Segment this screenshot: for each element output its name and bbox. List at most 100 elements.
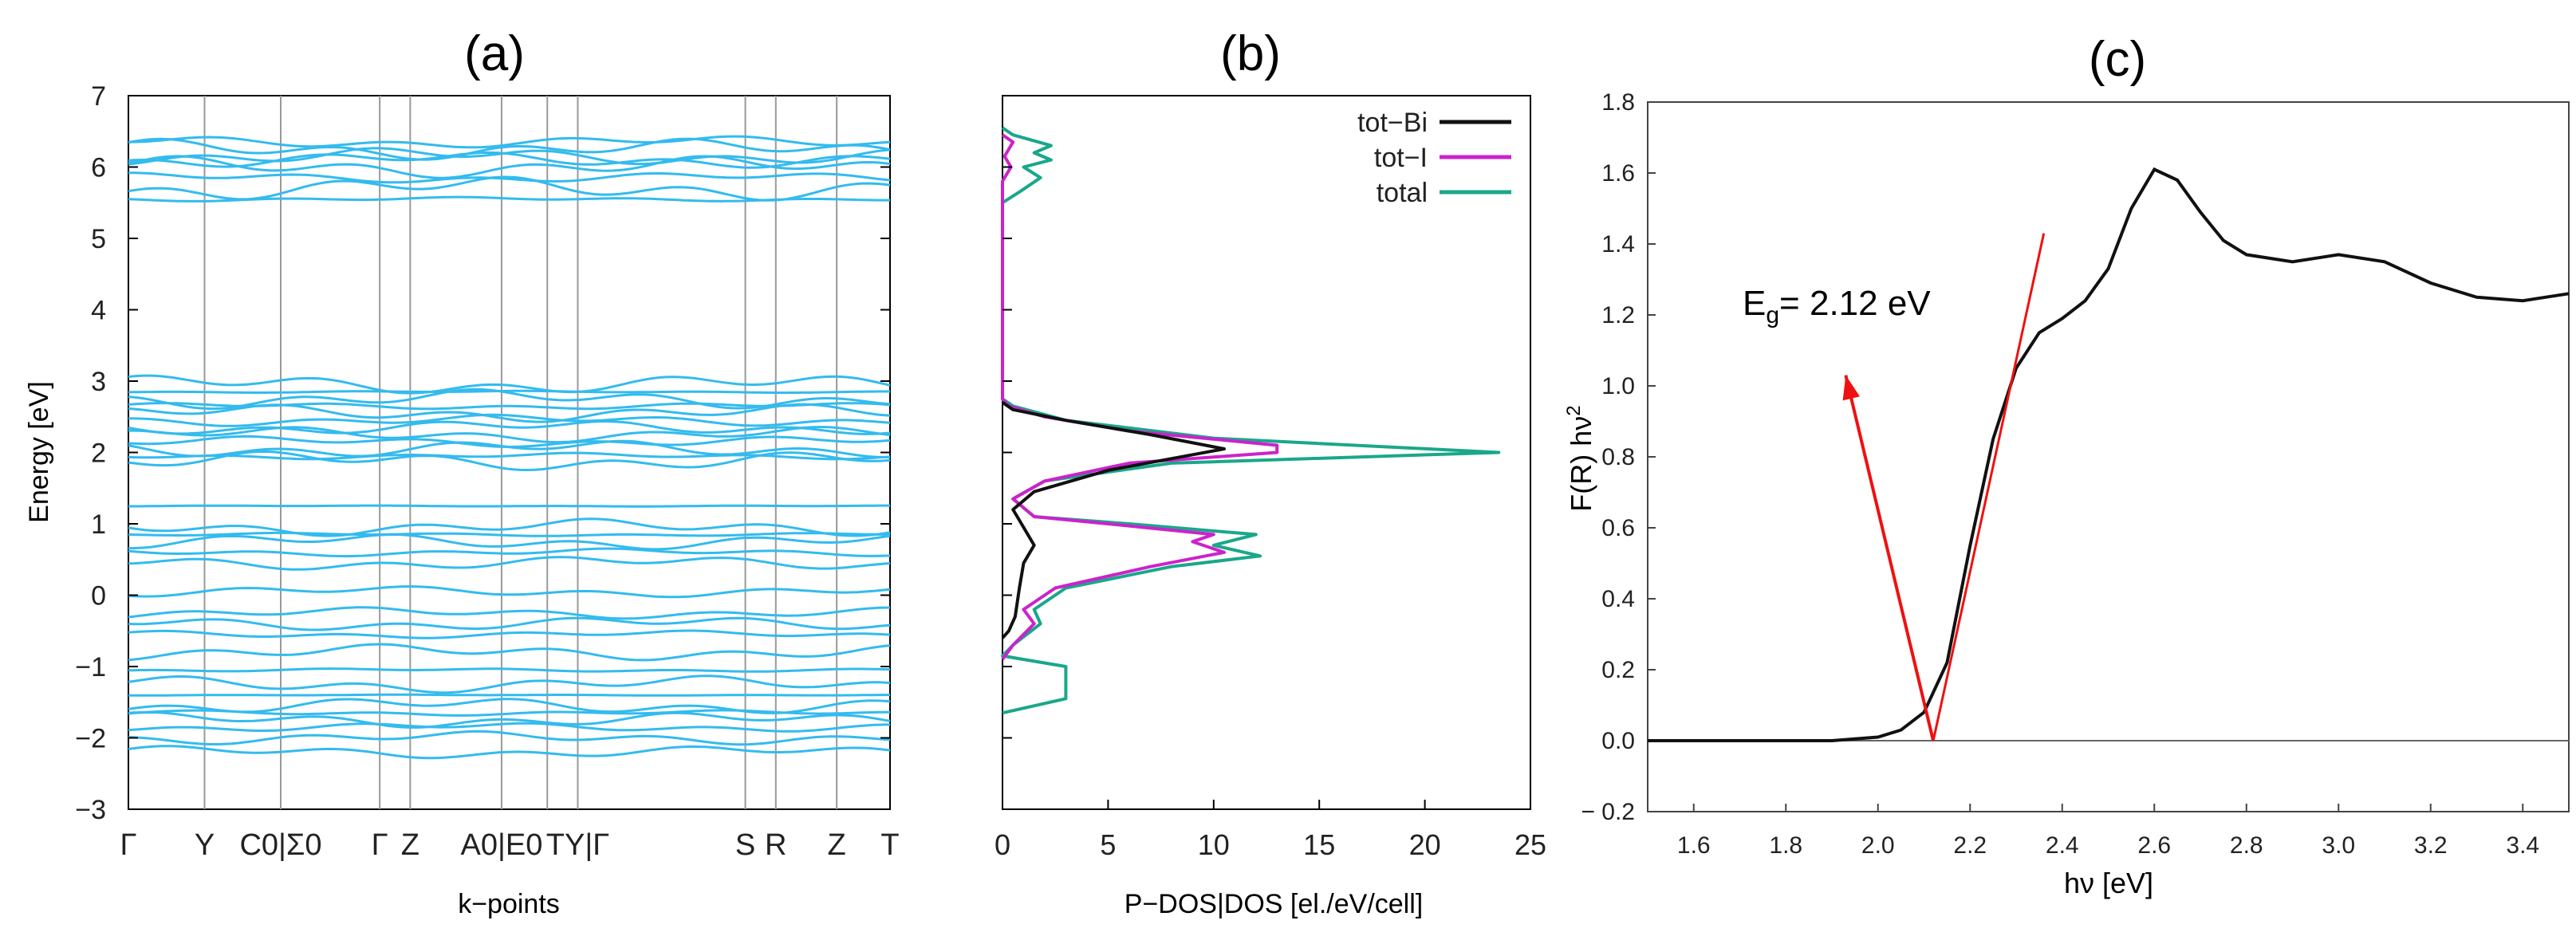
panel-c-annotation: Eg= 2.12 eV — [1743, 284, 1931, 328]
c-ytick-label-5: 0.8 — [1601, 444, 1635, 470]
panel-c-x-label: hν [eV] — [2064, 867, 2153, 899]
panel-b-curves — [1001, 126, 1501, 715]
c-xtick-label-8: 3.2 — [2414, 832, 2448, 859]
c-ytick-label-8: 1.4 — [1601, 231, 1635, 258]
c-ytick-label-1: 0.0 — [1601, 728, 1635, 754]
panel-b-title: (b) — [1220, 26, 1281, 81]
band-line-5 — [128, 171, 891, 184]
panel-a-x-label: k−points — [458, 889, 560, 919]
a-kpoint-label-5: A0|E0 — [461, 828, 543, 862]
panel-c-title: (c) — [2089, 32, 2146, 87]
c-xtick-label-9: 3.4 — [2506, 832, 2539, 859]
band-line-24 — [128, 547, 891, 558]
c-xtick-label-3: 2.2 — [1953, 832, 1987, 859]
panel-c-ticks: 1.6 1.8 2.0 2.2 2.4 2.6 2.8 3.0 3.2 3.4 − 0.2 0.0 0.… — [1581, 89, 2569, 859]
a-ytick-label-1: −2 — [75, 724, 106, 754]
panel-b-legend: tot−Bi tot−I total — [1357, 108, 1511, 208]
a-kpoint-label-10: T — [880, 828, 899, 862]
band-line-8 — [128, 374, 891, 395]
a-kpoint-label-0: Γ — [120, 828, 137, 862]
a-ytick-label-5: 2 — [91, 439, 106, 469]
band-line-39 — [128, 745, 891, 760]
a-ytick-label-4: 1 — [91, 509, 106, 540]
b-xtick-label-3: 15 — [1303, 828, 1335, 861]
legend-label-0: tot−Bi — [1357, 108, 1428, 138]
band-line-29 — [128, 629, 891, 639]
annotation-sub: g — [1766, 302, 1779, 328]
b-xtick-label-0: 0 — [995, 828, 1010, 861]
c-ytick-label-9: 1.6 — [1601, 160, 1635, 187]
c-ytick-label-3: 0.4 — [1601, 586, 1635, 612]
panel-a-title: (a) — [464, 26, 525, 81]
panel-c-curves — [1648, 167, 2570, 742]
panel-b-x-ticks: 0 5 10 15 20 25 — [995, 95, 1546, 861]
a-kpoint-label-9: Z — [828, 828, 846, 862]
panel-c-y-label-main: F(R) hν — [1565, 416, 1597, 512]
a-ytick-label-2: −1 — [75, 652, 106, 682]
a-ytick-label-7: 4 — [91, 296, 106, 326]
band-line-21 — [128, 517, 891, 537]
legend-label-2: total — [1377, 178, 1428, 208]
panel-b-dos: (b) 0 5 10 15 20 25 tot−Bi tot−I total P−DOS|DO… — [995, 26, 1546, 919]
b-xtick-label-5: 25 — [1514, 828, 1546, 861]
a-ytick-label-6: 3 — [91, 367, 106, 397]
c-ytick-label-10: 1.8 — [1601, 89, 1635, 116]
annotation-main: E — [1743, 284, 1766, 323]
a-kpoint-label-2: C0|Σ0 — [239, 828, 321, 862]
c-xtick-label-5: 2.6 — [2137, 832, 2171, 859]
band-line-17 — [128, 439, 891, 459]
a-ytick-label-9: 6 — [91, 153, 106, 183]
band-line-22 — [128, 531, 890, 537]
panel-a-y-ticks: −3 −2 −1 0 1 2 3 4 5 6 7 — [75, 81, 890, 825]
band-line-35 — [128, 709, 890, 717]
panel-a-y-label: Energy [eV] — [24, 381, 54, 523]
band-line-4 — [128, 155, 891, 179]
panel-c-frame — [1647, 101, 2570, 812]
band-line-28 — [128, 616, 891, 631]
a-ytick-label-0: −3 — [75, 795, 106, 825]
c-ytick-label-4: 0.6 — [1601, 515, 1635, 541]
a-ytick-label-10: 7 — [91, 81, 106, 112]
band-line-26 — [128, 585, 891, 599]
tangent-line — [1932, 233, 2046, 741]
panel-a-bands — [128, 135, 891, 760]
band-line-32 — [128, 675, 891, 694]
absorption-curve — [1648, 167, 2570, 742]
c-ytick-label-0: − 0.2 — [1581, 799, 1635, 825]
gap-arrow-head — [1842, 375, 1860, 401]
b-xtick-label-2: 10 — [1198, 828, 1230, 861]
a-kpoint-label-4: Z — [401, 828, 419, 862]
dos-series-2 — [1001, 126, 1501, 715]
panel-c-absorption: (c) 1.6 1.8 2.0 2.2 2.4 2.6 2.8 3.0 3.2 3.4 − 0.2 0… — [1563, 32, 2570, 899]
b-xtick-label-1: 5 — [1100, 828, 1116, 861]
panel-a-x-ticks: Γ Y C0|Σ0 Γ Z A0|E0 TY|Γ S R Z T — [120, 828, 900, 862]
band-line-13 — [128, 413, 891, 427]
panel-c-y-label-sup: 2 — [1563, 405, 1585, 415]
c-xtick-label-0: 1.6 — [1677, 832, 1711, 859]
dos-series-0 — [1001, 401, 1226, 639]
dos-series-1 — [1001, 133, 1279, 661]
c-ytick-label-6: 1.0 — [1601, 373, 1635, 399]
c-xtick-label-1: 1.8 — [1769, 832, 1802, 859]
c-xtick-label-7: 3.0 — [2322, 832, 2355, 859]
band-line-14 — [128, 420, 891, 435]
legend-label-1: tot−I — [1374, 143, 1428, 173]
a-kpoint-label-1: Y — [195, 828, 215, 862]
band-line-7 — [128, 195, 890, 203]
c-ytick-label-2: 0.2 — [1601, 657, 1635, 683]
band-line-27 — [128, 606, 890, 620]
band-line-25 — [128, 556, 891, 571]
b-xtick-label-4: 20 — [1409, 828, 1441, 861]
c-xtick-label-2: 2.0 — [1861, 832, 1895, 859]
a-ytick-label-3: 0 — [91, 581, 106, 612]
c-ytick-label-7: 1.2 — [1601, 302, 1635, 328]
a-ytick-label-8: 5 — [91, 224, 106, 254]
band-line-37 — [128, 722, 890, 733]
band-line-12 — [128, 403, 891, 423]
c-xtick-label-6: 2.8 — [2230, 832, 2263, 859]
band-line-0 — [128, 135, 891, 149]
gap-arrow-shaft — [1844, 375, 1935, 741]
band-line-31 — [128, 667, 891, 673]
band-line-23 — [128, 533, 891, 551]
